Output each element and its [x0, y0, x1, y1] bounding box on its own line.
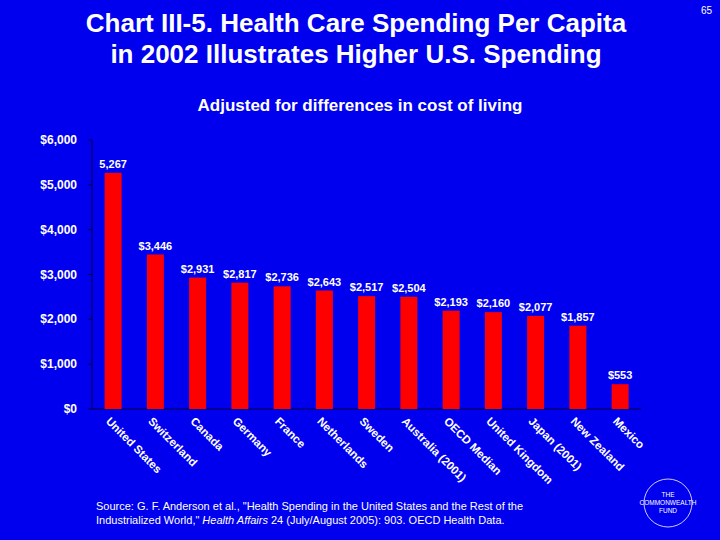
logo-text: COMMONWEALTH: [640, 499, 697, 506]
tick-label: $4,000: [40, 223, 77, 237]
category-label: France: [273, 415, 308, 450]
tick-mark: [88, 364, 92, 365]
bar: [569, 326, 586, 409]
logo-text: FUND: [659, 507, 677, 514]
tick-mark: [88, 319, 92, 320]
data-label: $2,160: [477, 297, 511, 309]
bar: [147, 255, 164, 409]
subtitle: Adjusted for differences in cost of livi…: [198, 96, 523, 115]
tick-label: $2,000: [40, 312, 77, 326]
background: [0, 0, 720, 540]
data-label: $3,446: [139, 240, 173, 252]
data-label: $2,504: [392, 282, 427, 294]
data-label: $2,736: [265, 271, 299, 283]
source: Industrialized World,"Health Affairs24 (…: [96, 514, 505, 526]
bars: [105, 173, 629, 409]
source-part: Health Affairs: [202, 514, 268, 526]
tick-mark: [88, 184, 92, 185]
bar: [485, 312, 502, 409]
tick-mark: [88, 140, 92, 141]
title: in 2002 Illustrates Higher U.S. Spending: [110, 39, 601, 69]
data-label: $553: [608, 369, 632, 381]
bar: [189, 278, 206, 409]
category-label: Mexico: [611, 415, 647, 451]
category-label: Sweden: [357, 415, 396, 454]
tick-label: $3,000: [40, 268, 77, 282]
logo-text: THE: [662, 491, 676, 498]
data-label: $2,817: [223, 268, 257, 280]
tick-mark: [88, 229, 92, 230]
tick-label: $1,000: [40, 357, 77, 371]
bar: [105, 173, 122, 409]
data-label: $2,931: [181, 263, 215, 275]
data-label: $2,077: [519, 301, 553, 313]
data-label: $2,193: [434, 296, 468, 308]
tick-label: $5,000: [40, 178, 77, 192]
bar: [358, 296, 375, 409]
tick-mark: [88, 274, 92, 275]
chart: Chart III-5. Health Care Spending Per Ca…: [0, 0, 720, 540]
source-part: 24 (July/August 2005): 903. OECD Health …: [271, 514, 505, 526]
data-label: 5,267: [99, 158, 127, 170]
data-label: $2,517: [350, 281, 384, 293]
y-axis: [92, 140, 93, 409]
bar: [612, 384, 629, 409]
category-label: Canada: [188, 415, 226, 453]
source: Source: G. F. Anderson et al., "Health S…: [96, 500, 523, 512]
category-label: Germany: [230, 415, 274, 459]
source-part: Industrialized World,": [96, 514, 199, 526]
bar: [527, 316, 544, 409]
data-label: $2,643: [308, 276, 342, 288]
bar: [231, 283, 248, 409]
tick-label: $0: [64, 402, 78, 416]
title: Chart III-5. Health Care Spending Per Ca…: [86, 8, 627, 38]
bar: [400, 297, 417, 409]
bar: [316, 291, 333, 409]
tick-label: $6,000: [40, 133, 77, 147]
bar: [443, 311, 460, 409]
data-label: $1,857: [561, 311, 595, 323]
page-number: 65: [701, 5, 713, 16]
tick-mark: [88, 409, 92, 410]
bar: [274, 286, 291, 409]
